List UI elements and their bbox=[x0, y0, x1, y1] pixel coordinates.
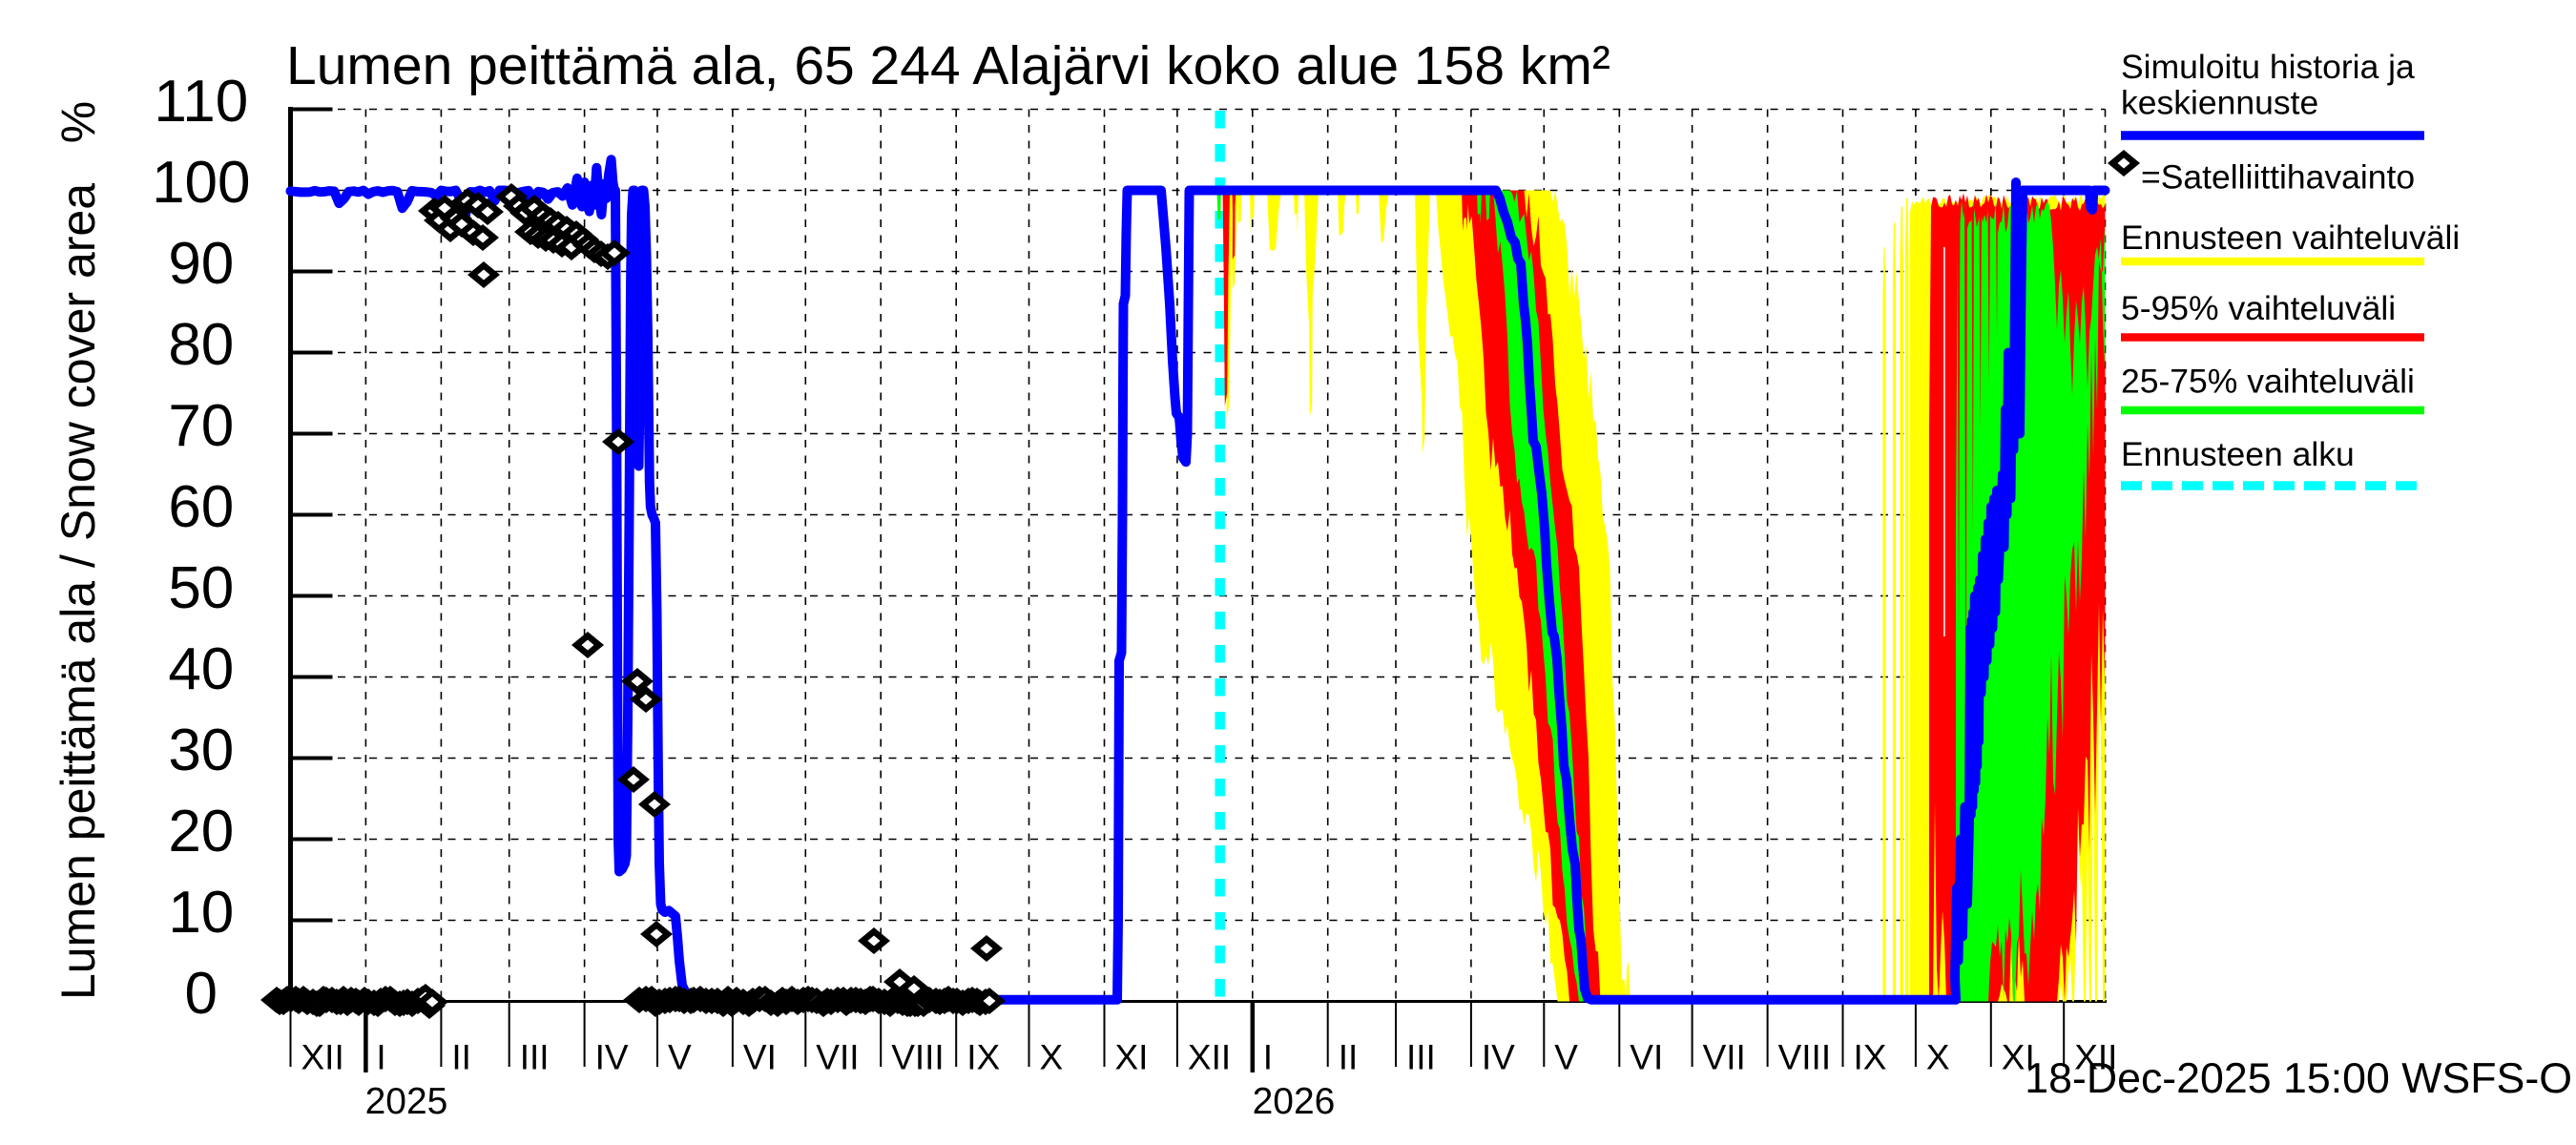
svg-text:VII: VII bbox=[816, 1038, 859, 1077]
svg-text:VIII: VIII bbox=[891, 1038, 945, 1077]
svg-text:IX: IX bbox=[1854, 1038, 1887, 1077]
svg-text:Lumen peittämä ala, 65 244 Ala: Lumen peittämä ala, 65 244 Alajärvi koko… bbox=[286, 35, 1610, 96]
svg-text:XI: XI bbox=[2002, 1038, 2035, 1077]
svg-text:25-75% vaihteluväli: 25-75% vaihteluväli bbox=[2121, 363, 2415, 401]
svg-text:I: I bbox=[1263, 1038, 1273, 1077]
svg-text:XII: XII bbox=[1188, 1038, 1231, 1077]
svg-text:VIII: VIII bbox=[1778, 1038, 1832, 1077]
svg-text:I: I bbox=[376, 1038, 385, 1077]
svg-text:XI: XI bbox=[1115, 1038, 1149, 1077]
svg-text:30: 30 bbox=[168, 718, 234, 783]
svg-text:90: 90 bbox=[168, 231, 234, 297]
svg-text:0: 0 bbox=[185, 961, 218, 1027]
svg-text:110: 110 bbox=[154, 69, 248, 135]
svg-text:X: X bbox=[1926, 1038, 1950, 1077]
svg-text:III: III bbox=[1406, 1038, 1436, 1077]
svg-text:Lumen peittämä ala / Snow cove: Lumen peittämä ala / Snow cover area % bbox=[52, 101, 105, 1000]
svg-text:50: 50 bbox=[168, 555, 234, 621]
svg-text:70: 70 bbox=[168, 393, 234, 459]
svg-text:II: II bbox=[1339, 1038, 1359, 1077]
svg-text:XII: XII bbox=[301, 1038, 344, 1077]
svg-text:20: 20 bbox=[168, 799, 234, 864]
svg-text:60: 60 bbox=[168, 474, 234, 540]
svg-text:V: V bbox=[668, 1038, 692, 1077]
svg-text:=Satelliittihavainto: =Satelliittihavainto bbox=[2141, 158, 2415, 197]
svg-text:II: II bbox=[451, 1038, 471, 1077]
svg-text:IV: IV bbox=[595, 1038, 629, 1077]
svg-text:VI: VI bbox=[743, 1038, 777, 1077]
svg-text:V: V bbox=[1554, 1038, 1578, 1077]
svg-text:VI: VI bbox=[1630, 1038, 1663, 1077]
svg-text:IX: IX bbox=[966, 1038, 1000, 1077]
svg-text:40: 40 bbox=[168, 636, 234, 702]
svg-text:III: III bbox=[520, 1038, 550, 1077]
svg-text:Simuloitu historia ja: Simuloitu historia ja bbox=[2121, 48, 2415, 86]
svg-text:10: 10 bbox=[168, 880, 234, 946]
svg-text:Ennusteen vaihteluväli: Ennusteen vaihteluväli bbox=[2121, 219, 2460, 257]
svg-text:18-Dec-2025 15:00 WSFS-O: 18-Dec-2025 15:00 WSFS-O bbox=[2025, 1055, 2572, 1102]
svg-text:keskiennuste: keskiennuste bbox=[2121, 84, 2318, 122]
svg-text:X: X bbox=[1040, 1038, 1064, 1077]
svg-text:100: 100 bbox=[152, 150, 250, 216]
svg-text:2025: 2025 bbox=[365, 1081, 448, 1122]
svg-text:Ennusteen alku: Ennusteen alku bbox=[2121, 435, 2355, 473]
svg-text:80: 80 bbox=[168, 312, 234, 378]
svg-text:VII: VII bbox=[1703, 1038, 1746, 1077]
svg-text:5-95% vaihteluväli: 5-95% vaihteluväli bbox=[2121, 289, 2396, 327]
svg-text:XII: XII bbox=[2074, 1038, 2117, 1077]
svg-text:IV: IV bbox=[1482, 1038, 1515, 1077]
svg-text:2026: 2026 bbox=[1253, 1081, 1336, 1122]
